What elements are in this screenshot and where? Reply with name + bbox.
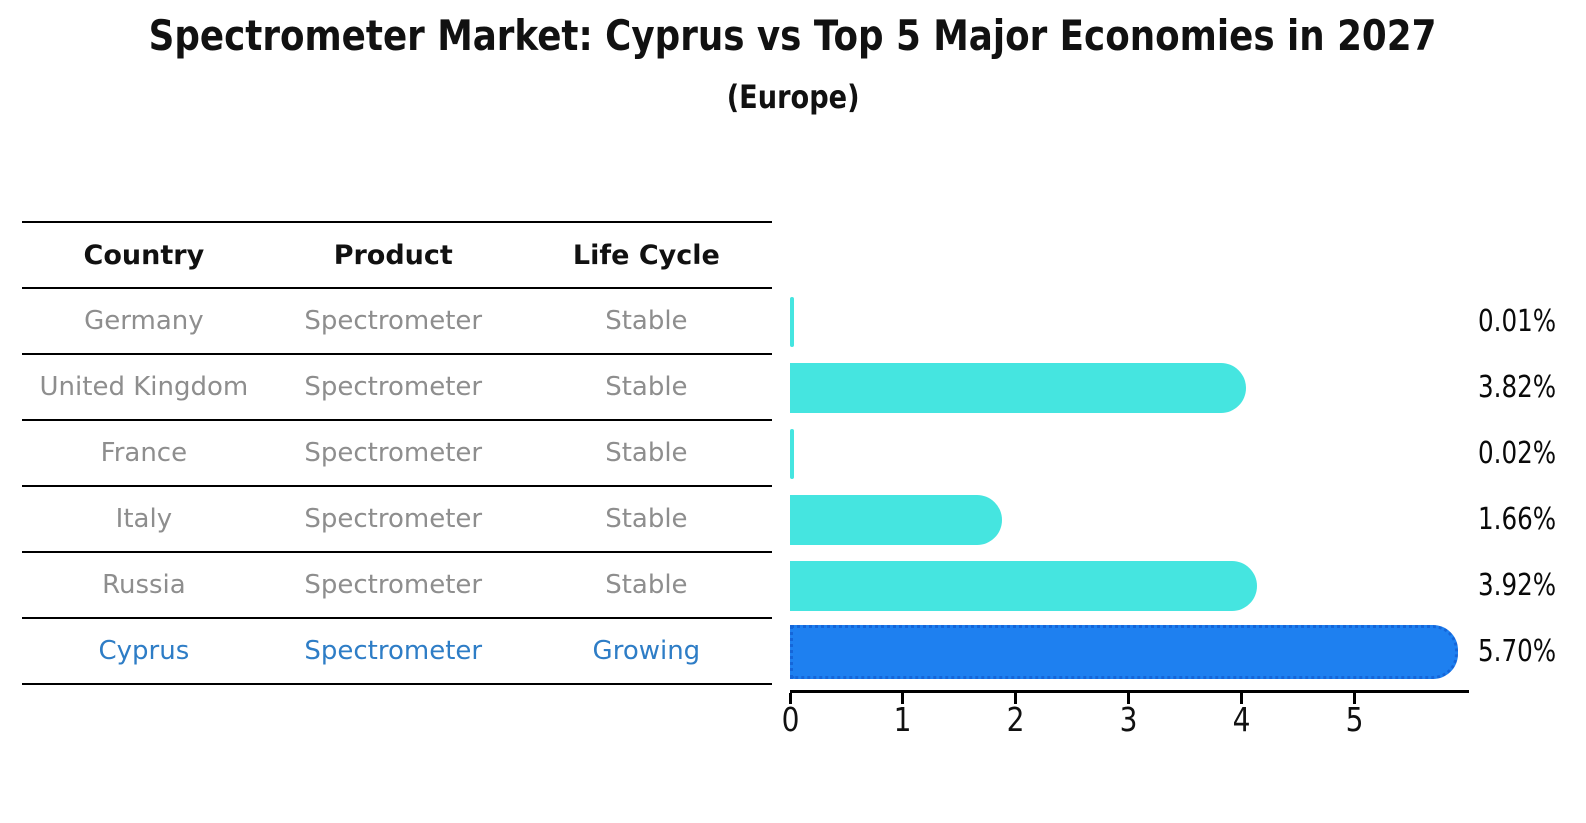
value-label-text: 3.82% xyxy=(1478,370,1557,405)
table-header-row: Country Product Life Cycle xyxy=(22,221,772,287)
x-tick-mark-5 xyxy=(1352,693,1356,704)
cell-product: Spectrometer xyxy=(304,570,483,600)
x-tick-label-1: 1 xyxy=(843,700,963,739)
x-tick-mark-3 xyxy=(1127,693,1130,704)
bar-russia xyxy=(790,561,1258,611)
table-body: Germany Spectrometer Stable United Kingdom S… xyxy=(22,287,772,683)
table-row-france: France Spectrometer Stable xyxy=(22,419,772,485)
x-tick-label-3: 3 xyxy=(1069,700,1189,739)
cell-life-cycle: Stable xyxy=(605,504,688,534)
cell-country: France xyxy=(100,438,188,468)
x-tick-label-2: 2 xyxy=(956,700,1076,739)
table-header-country: Country xyxy=(83,239,205,271)
x-tick-label-text: 3 xyxy=(1119,700,1138,739)
bar-germany xyxy=(790,297,794,347)
cell-country: Italy xyxy=(115,504,173,534)
bar-united-kingdom xyxy=(790,363,1247,413)
value-label-germany: 0.01% xyxy=(1478,302,1573,342)
x-tick-label-text: 5 xyxy=(1345,700,1364,739)
x-tick-label-0: 0 xyxy=(730,700,850,739)
bar-cyprus xyxy=(790,625,1459,679)
x-tick-label-text: 4 xyxy=(1232,700,1251,739)
cell-product: Spectrometer xyxy=(304,636,483,666)
country-table: Country Product Life Cycle Germany Spectr… xyxy=(22,221,772,685)
table-row-united-kingdom: United Kingdom Spectrometer Stable xyxy=(22,353,772,419)
cell-life-cycle: Growing xyxy=(592,636,701,666)
table-header-product: Product xyxy=(333,239,453,271)
x-axis-line xyxy=(790,690,1469,693)
cell-country: Germany xyxy=(84,306,204,336)
x-tick-mark-1 xyxy=(901,693,905,704)
table-row-russia: Russia Spectrometer Stable xyxy=(22,551,772,617)
value-label-cyprus: 5.70% xyxy=(1478,632,1573,672)
table-header-life-cycle: Life Cycle xyxy=(572,239,720,271)
cell-country: Russia xyxy=(102,570,186,600)
value-label-italy: 1.66% xyxy=(1478,500,1573,540)
value-label-france: 0.02% xyxy=(1478,434,1573,474)
table-row-italy: Italy Spectrometer Stable xyxy=(22,485,772,551)
cell-life-cycle: Stable xyxy=(605,570,688,600)
x-tick-mark-4 xyxy=(1239,693,1243,704)
x-tick-label-4: 4 xyxy=(1181,700,1301,739)
chart-title: Spectrometer Market: Cyprus vs Top 5 Maj… xyxy=(0,11,1586,60)
table-row-cyprus: Cyprus Spectrometer Growing xyxy=(22,617,772,683)
x-tick-label-5: 5 xyxy=(1294,700,1414,739)
value-label-text: 0.01% xyxy=(1478,304,1557,339)
x-tick-label-text: 1 xyxy=(893,700,912,739)
cell-country: Cyprus xyxy=(98,636,190,666)
cell-life-cycle: Stable xyxy=(605,438,688,468)
value-label-russia: 3.92% xyxy=(1478,566,1573,606)
cell-life-cycle: Stable xyxy=(605,306,688,336)
value-label-text: 5.70% xyxy=(1478,634,1557,669)
cell-life-cycle: Stable xyxy=(605,372,688,402)
x-tick-mark-0 xyxy=(788,693,792,704)
cell-product: Spectrometer xyxy=(304,438,483,468)
cell-country: United Kingdom xyxy=(39,372,249,402)
chart-subtitle: (Europe) xyxy=(0,78,1586,116)
chart-title-text: Spectrometer Market: Cyprus vs Top 5 Maj… xyxy=(149,11,1437,60)
chart-subtitle-text: (Europe) xyxy=(726,78,860,116)
value-label-text: 3.92% xyxy=(1478,568,1557,603)
x-tick-label-text: 0 xyxy=(781,700,799,739)
bar-italy xyxy=(790,495,1003,545)
value-label-united-kingdom: 3.82% xyxy=(1478,368,1573,408)
value-label-text: 0.02% xyxy=(1478,436,1557,471)
cell-product: Spectrometer xyxy=(304,306,483,336)
value-label-text: 1.66% xyxy=(1478,502,1557,537)
table-row-germany: Germany Spectrometer Stable xyxy=(22,287,772,353)
x-tick-label-text: 2 xyxy=(1006,700,1025,739)
cell-product: Spectrometer xyxy=(304,372,483,402)
bar-france xyxy=(790,429,794,479)
cell-product: Spectrometer xyxy=(304,504,483,534)
x-tick-mark-2 xyxy=(1014,693,1018,704)
